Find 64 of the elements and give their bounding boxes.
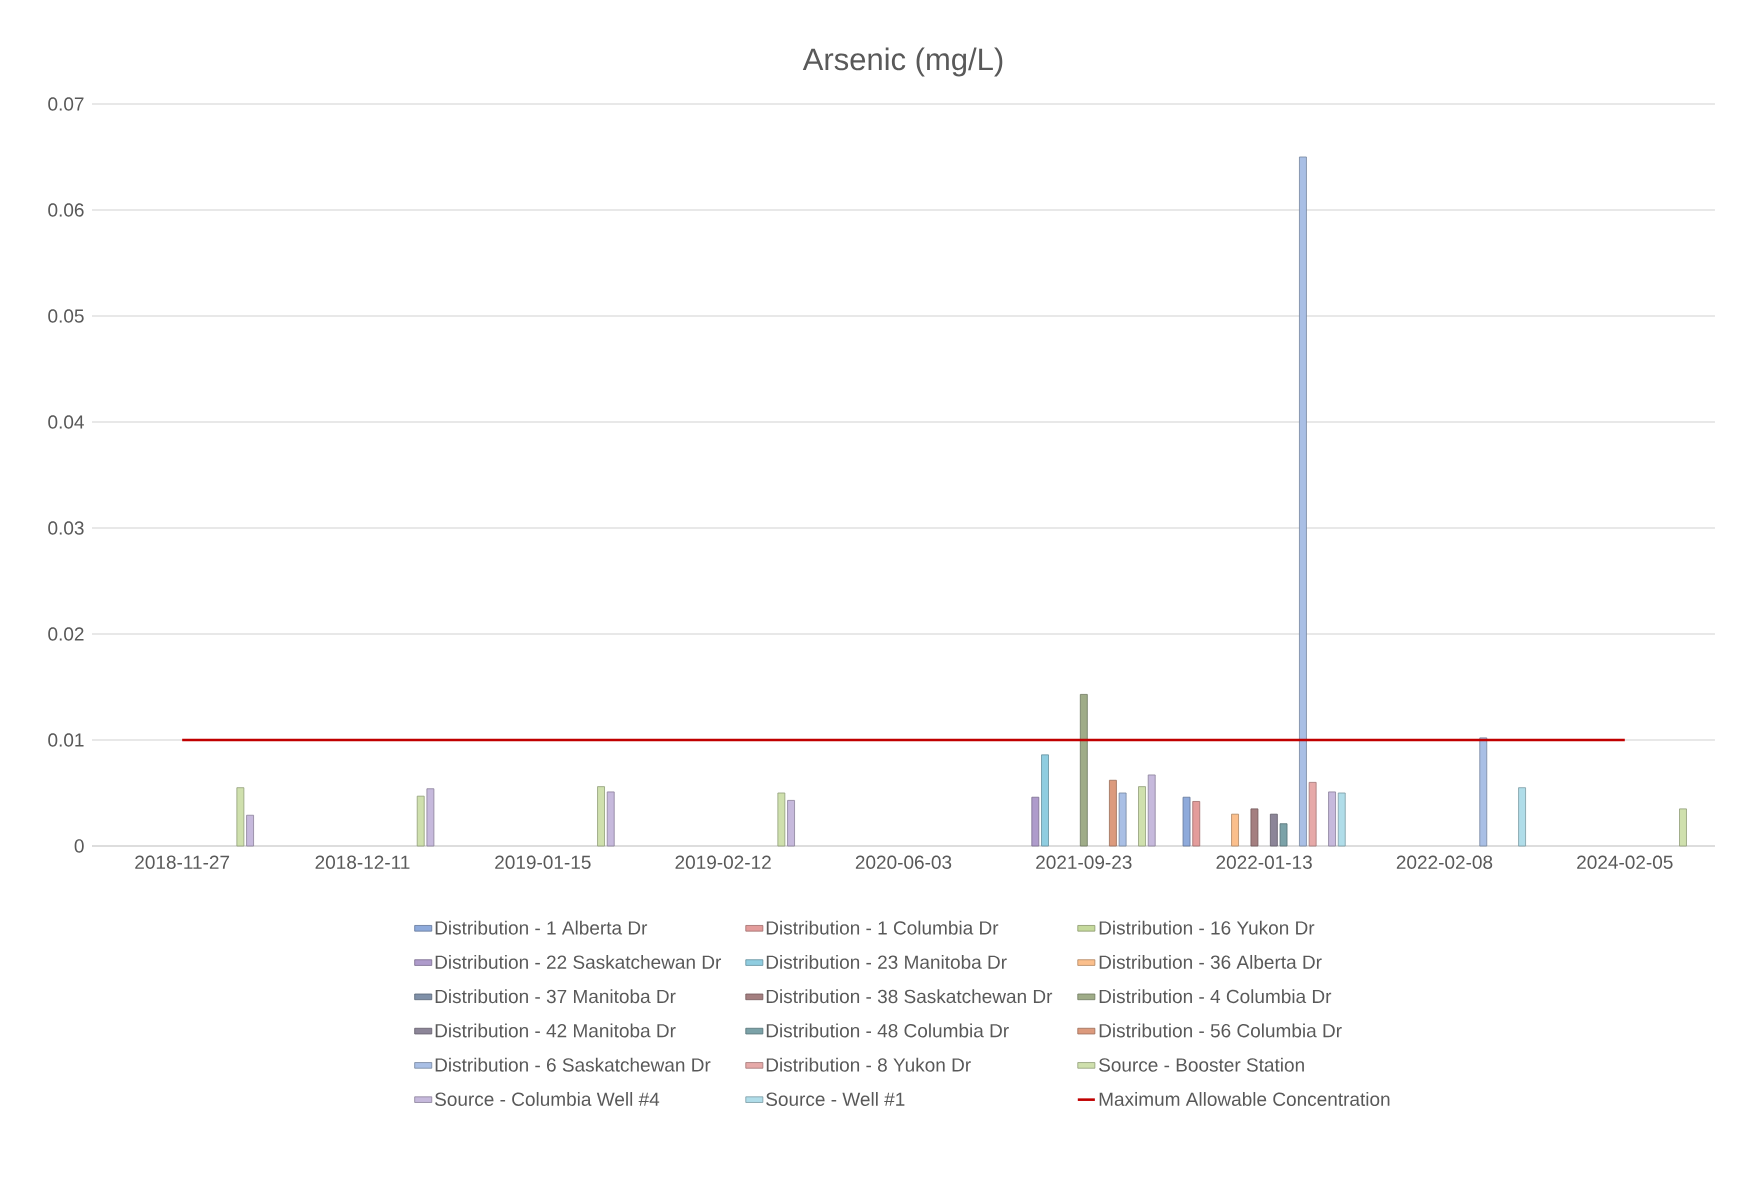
x-tick-label: 2019-02-12	[675, 855, 771, 869]
legend-label: Maximum Allowable Concentration	[1099, 1092, 1390, 1106]
y-tick-label: 0.02	[48, 627, 84, 641]
legend-label: Distribution - 23 Manitoba Dr	[766, 954, 1007, 969]
bar	[1138, 786, 1146, 847]
legend-label: Distribution - 56 Columbia Dr	[1099, 1023, 1342, 1038]
y-tick-label: 0	[74, 839, 84, 853]
x-tick-label: 2018-12-11	[315, 855, 410, 869]
bar	[416, 795, 425, 847]
legend-label: Distribution - 37 Manitoba Dr	[435, 989, 676, 1004]
x-tick-label: 2022-01-13	[1216, 855, 1312, 869]
bar	[1337, 792, 1346, 847]
bar	[1147, 774, 1156, 847]
bar	[1109, 779, 1117, 847]
bar	[1308, 781, 1317, 847]
bar	[1079, 694, 1088, 847]
legend-label: Distribution - 16 Yukon Dr	[1099, 920, 1315, 935]
legend-label: Distribution - 4 Columbia Dr	[1099, 989, 1332, 1004]
legend-label: Distribution - 1 Alberta Dr	[435, 920, 648, 935]
y-tick-label: 0.04	[48, 415, 84, 429]
legend-label: Source - Well #1	[766, 1092, 905, 1106]
bar	[1031, 796, 1040, 847]
bar	[1279, 823, 1288, 847]
bar	[787, 800, 795, 847]
y-tick-label: 0.03	[48, 521, 84, 535]
legend-label: Distribution - 42 Manitoba Dr	[435, 1023, 676, 1038]
x-tick-label: 2024-02-05	[1577, 855, 1673, 869]
bar	[1192, 801, 1201, 847]
legend-label: Distribution - 38 Saskatchewan Dr	[766, 989, 1053, 1004]
legend-label: Distribution - 22 Saskatchewan Dr	[435, 954, 722, 969]
x-tick-label: 2018-11-27	[135, 855, 230, 869]
bar	[1118, 792, 1127, 847]
bar	[1250, 808, 1259, 847]
bar	[1299, 156, 1307, 847]
bar	[1328, 791, 1336, 847]
legend-label: Distribution - 6 Saskatchewan Dr	[435, 1057, 711, 1072]
x-tick-label: 2021-09-23	[1036, 855, 1132, 869]
bar	[1041, 754, 1049, 847]
legend-label: Distribution - 48 Columbia Dr	[766, 1023, 1009, 1038]
bar	[1231, 813, 1239, 847]
bar	[236, 787, 245, 847]
legend-label: Distribution - 8 Yukon Dr	[766, 1057, 971, 1072]
x-tick-label: 2022-02-08	[1396, 855, 1493, 869]
bar	[1479, 737, 1488, 847]
legend-label: Source - Booster Station	[1099, 1057, 1304, 1072]
x-tick-label: 2019-01-15	[495, 855, 591, 869]
bar	[246, 814, 254, 847]
bar	[1679, 808, 1687, 847]
bar	[606, 791, 615, 847]
bar	[1182, 796, 1191, 847]
y-tick-label: 0.01	[48, 733, 84, 747]
bar	[777, 792, 786, 847]
bar	[597, 786, 605, 847]
chart-title: Arsenic (mg/L)	[802, 47, 1003, 77]
y-tick-label: 0.07	[48, 97, 84, 111]
legend-label: Distribution - 36 Alberta Dr	[1099, 954, 1322, 969]
legend-label: Source - Columbia Well #4	[435, 1092, 660, 1106]
y-tick-label: 0.05	[48, 309, 84, 323]
y-tick-label: 0.06	[48, 203, 84, 217]
x-tick-label: 2020-06-03	[855, 855, 952, 869]
bar	[426, 788, 435, 847]
bar	[1269, 813, 1278, 847]
legend-label: Distribution - 1 Columbia Dr	[766, 920, 999, 935]
bar	[1518, 787, 1526, 847]
